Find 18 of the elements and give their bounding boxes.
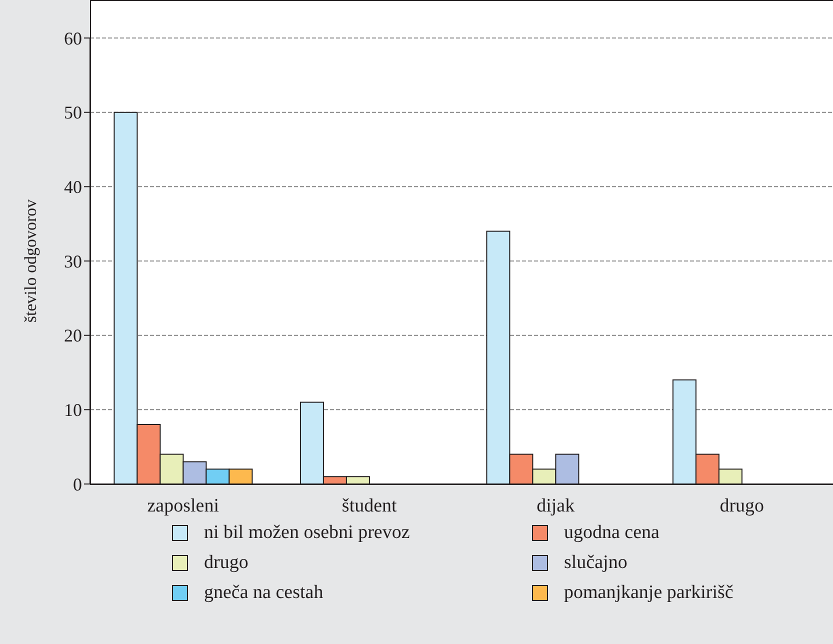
x-tick-label: dijak [536,495,576,516]
y-tick-label: 30 [64,251,82,272]
x-tick-label: drugo [720,495,764,516]
legend-label: drugo [204,552,248,574]
y-tick-label: 0 [73,474,82,494]
legend-label: gneča na cestah [204,582,324,604]
legend-label: pomanjkanje parkirišč [564,582,734,604]
x-tick-label: študent [342,495,398,516]
y-tick-label: 20 [64,326,82,346]
legend-label: ugodna cena [564,522,660,544]
x-tick-label: zaposleni [147,495,220,516]
legend-label: ni bil možen osebni prevoz [204,522,410,544]
y-tick-label: 50 [64,102,82,123]
y-tick-label: 10 [64,400,82,420]
y-tick-label: 40 [64,177,82,198]
y-tick-label: 60 [64,28,82,48]
legend-label: slučajno [564,552,628,574]
y-axis-title: število odgovorov [21,198,40,323]
